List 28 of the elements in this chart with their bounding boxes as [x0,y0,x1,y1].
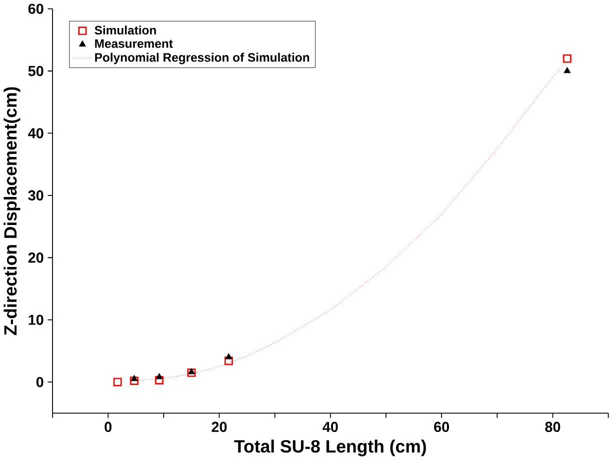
x-tick-label: 60 [434,422,449,432]
point [188,368,195,374]
point [564,67,571,74]
x-tick-label: 0 [104,422,112,432]
y-tick-label: 40 [28,128,44,138]
y-tick-label: 20 [28,252,44,263]
point [155,376,164,384]
point [156,373,163,380]
x-tick-label: 80 [545,422,560,432]
point [562,54,572,63]
y-tick-label: 50 [28,66,44,76]
legend-label: Simulation [94,26,156,35]
point [225,353,232,360]
y-tick-label: 60 [28,4,44,14]
point [187,368,196,377]
point [130,376,138,386]
y-tick-label: 0 [36,376,44,388]
y-axis-title: Z-direction Displacement(cm) [4,87,20,336]
x-axis-title: Total SU-8 Length (cm) [234,440,426,456]
point [130,374,138,382]
x-tick-label: 40 [322,422,338,432]
y-tick-label: 30 [28,190,44,201]
legend-label: Measurement [95,39,173,48]
y-tick-label: 10 [28,314,44,325]
point [224,356,233,366]
point [113,378,122,386]
legend-label: Polynomial Regression of Simulation [95,52,310,64]
x-tick-label: 20 [212,422,227,432]
